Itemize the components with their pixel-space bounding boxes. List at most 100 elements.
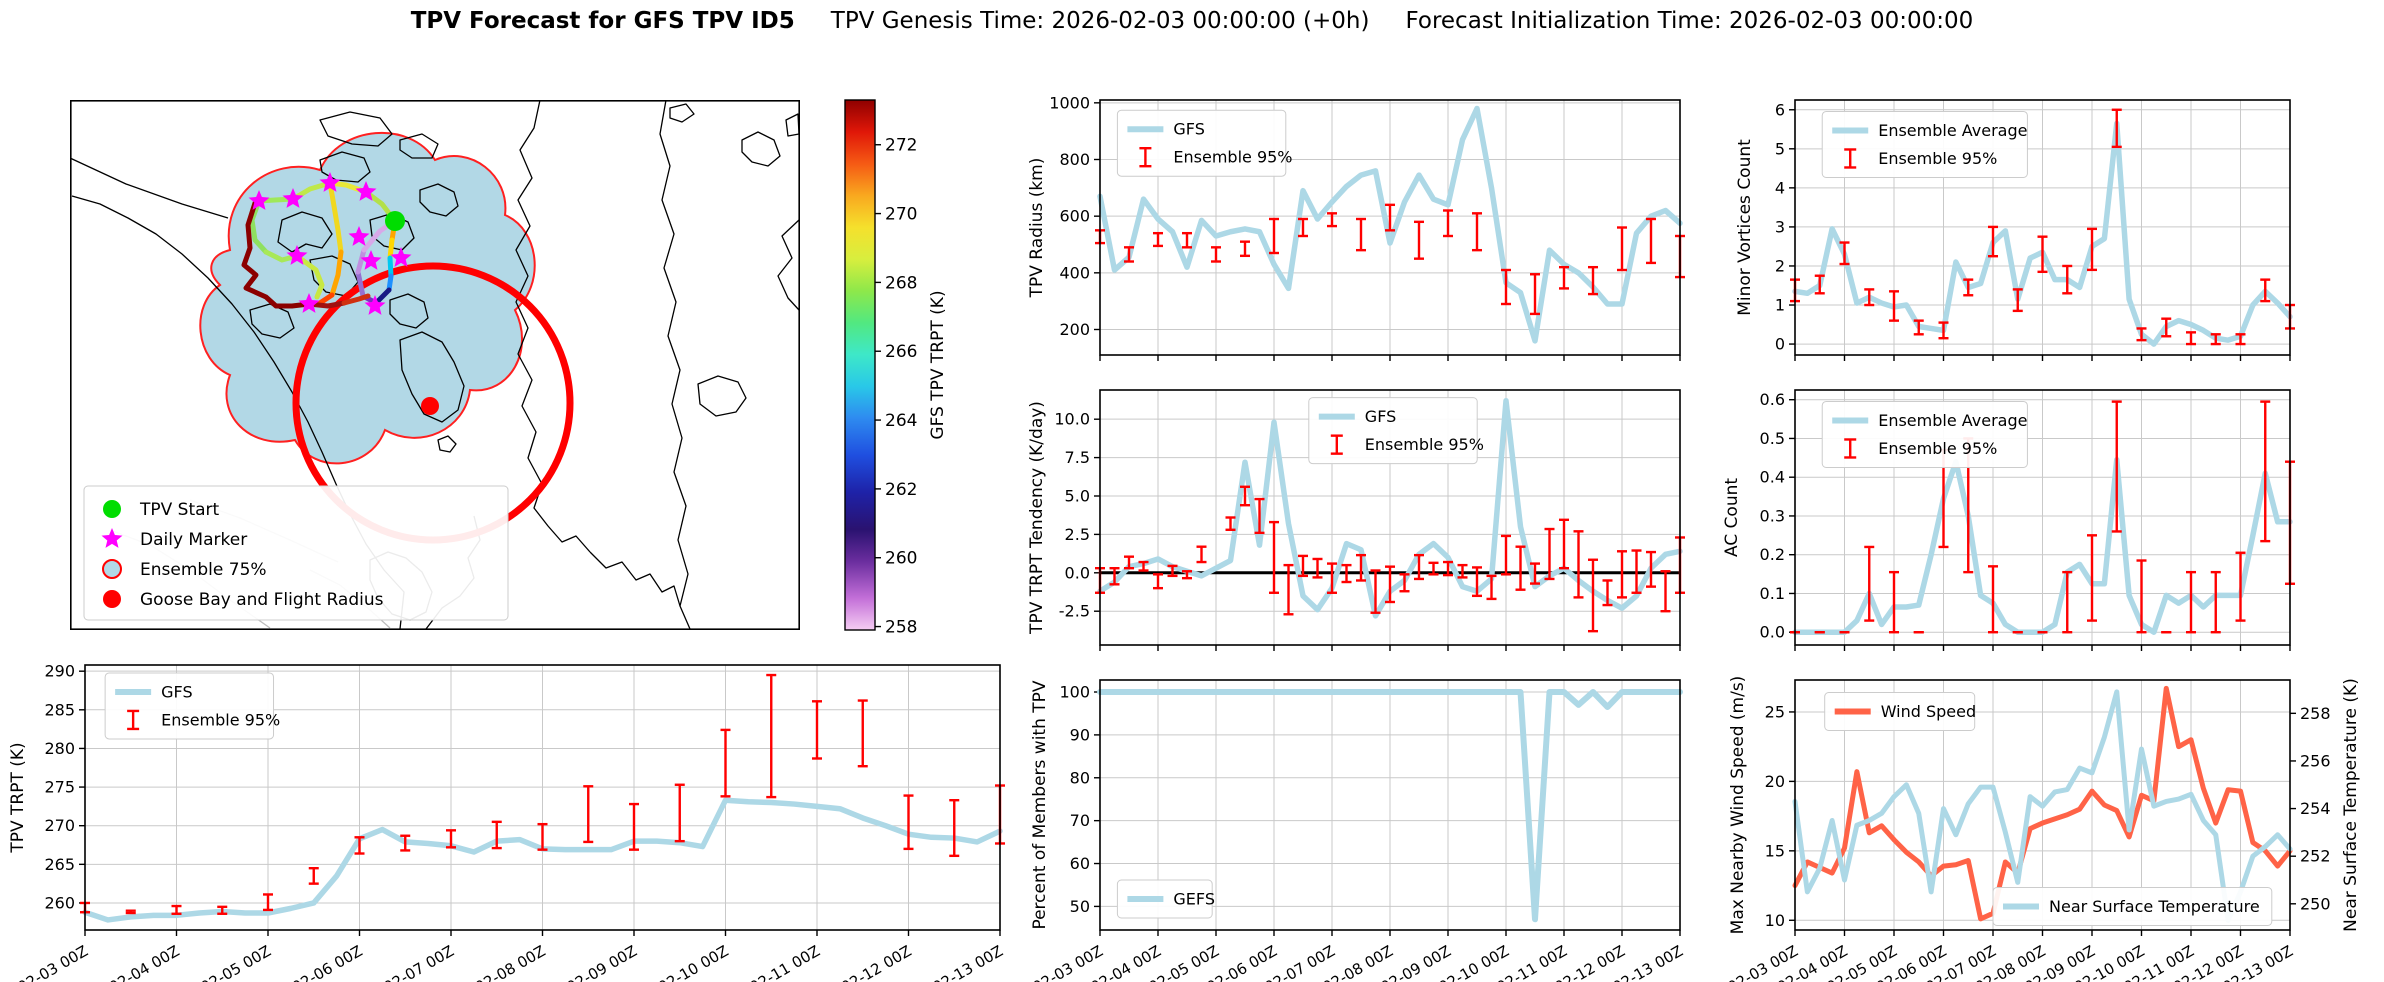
colorbar-tick-label: 266 xyxy=(885,342,917,362)
x-tick-label: 02-12 00Z xyxy=(838,942,914,982)
coastline xyxy=(319,111,393,147)
chart-svg-minor: 0 1 2 3 4 5 6 Minor Vortices Count Ensemble Aver… xyxy=(1735,99,2295,361)
series-gfs xyxy=(1097,105,1683,344)
y-tick-label: 0.3 xyxy=(1760,506,1785,525)
map-svg: TPV Start Daily Marker Ensemble 75% Goose B… xyxy=(69,99,801,631)
y-tick-label: -2.5 xyxy=(1059,602,1090,621)
y-tick-label: 270 xyxy=(44,816,75,835)
y-tick-label: 2.5 xyxy=(1065,525,1090,544)
daily-marker-star xyxy=(390,247,412,267)
y-tick-label: 1 xyxy=(1775,296,1785,315)
tpv-track-segment xyxy=(329,249,344,298)
legend-label: Ensemble 95% xyxy=(1365,435,1484,454)
y-axis-label: TPV TRPT (K) xyxy=(8,742,28,853)
legend-label: Wind Speed xyxy=(1881,702,1976,721)
colorbar-svg: 258 260 262 264 266 268 270 272 GFS TPV TRPT (K) xyxy=(844,99,948,638)
x-tick-label: 02-13 00Z xyxy=(930,942,1006,982)
tpv-start-marker xyxy=(103,500,121,518)
y-axis-label: Percent of Members with TPV xyxy=(1030,680,1050,929)
tpv-track-segment xyxy=(241,200,312,309)
chart-svg-tendency: -2.5 0.0 2.5 5.0 7.5 10.0 TPV TRPT Tendency (K… xyxy=(1027,389,1685,651)
colorbar-tick-label: 258 xyxy=(885,618,917,638)
coastline xyxy=(399,133,439,159)
map-legend-label: TPV Start xyxy=(139,500,220,520)
y-axis-label: TPV TRPT Tendency (K/day) xyxy=(1027,401,1047,635)
coastline xyxy=(669,103,695,123)
y-tick-label: 600 xyxy=(1059,207,1090,226)
daily-marker-star xyxy=(360,250,382,270)
colorbar-tick-label: 270 xyxy=(885,205,917,225)
right-y-tick-label: 250 xyxy=(2300,894,2331,913)
y-tick-label: 0.4 xyxy=(1760,468,1785,487)
daily-marker-star xyxy=(286,245,308,265)
y-tick-label: 2 xyxy=(1775,256,1785,275)
y-tick-label: 7.5 xyxy=(1065,448,1090,467)
y-tick-label: 0.2 xyxy=(1760,545,1785,564)
coastline xyxy=(399,331,465,423)
tpv-start-dot xyxy=(385,211,405,231)
x-tick-label: 02-08 00Z xyxy=(472,942,548,982)
legend-label: GEFS xyxy=(1173,890,1215,909)
x-tick-label: 02-07 00Z xyxy=(381,942,457,982)
y-tick-label: 5.0 xyxy=(1065,486,1090,505)
y-tick-label: 400 xyxy=(1059,263,1090,282)
title-init-time: Forecast Initialization Time: 2026-02-03… xyxy=(1405,8,1974,34)
x-tick-label: 02-06 00Z xyxy=(289,942,365,982)
title-forecast-id: TPV Forecast for GFS TPV ID5 xyxy=(410,8,795,34)
x-tick-label: 02-03 00Z xyxy=(15,942,91,982)
goose-bay-dot xyxy=(421,397,439,415)
y-tick-label: 70 xyxy=(1070,811,1090,830)
coastline xyxy=(389,293,429,329)
series-wind-speed xyxy=(1792,685,2293,922)
map-legend-label: Goose Bay and Flight Radius xyxy=(140,590,384,610)
chart-tpv-trpt: 02-03 00Z 02-04 00Z 02-05 00Z 02-06 00Z 02-0… xyxy=(8,662,1006,982)
coastline xyxy=(277,211,333,253)
daily-marker-star xyxy=(364,295,386,315)
y-tick-label: 0.1 xyxy=(1760,584,1785,603)
legend-label: Ensemble 95% xyxy=(1878,149,1997,168)
daily-marker-star xyxy=(298,293,320,313)
tpv-track-segment xyxy=(317,292,335,306)
right-y-tick-label: 254 xyxy=(2300,799,2331,818)
tpv-track-segment xyxy=(341,293,371,306)
y-tick-label: 275 xyxy=(44,778,75,797)
y-tick-label: 5 xyxy=(1775,139,1785,158)
map-legend-label: Daily Marker xyxy=(140,530,247,550)
legend-box xyxy=(1824,692,1976,731)
y-tick-label: 290 xyxy=(44,662,75,681)
y-axis-label: TPV Radius (km) xyxy=(1027,158,1047,299)
daily-marker-star xyxy=(282,188,304,208)
daily-marker-star xyxy=(348,226,370,246)
coastline xyxy=(741,131,781,167)
tpv-track-segment xyxy=(263,249,300,263)
coastline xyxy=(697,375,747,417)
legend-box xyxy=(1821,110,2028,178)
chart-svg-trpt: 02-03 00Z 02-04 00Z 02-05 00Z 02-06 00Z 02-0… xyxy=(8,662,1006,982)
y-tick-label: 25 xyxy=(1765,702,1785,721)
ensemble-75-legend-marker xyxy=(102,559,122,579)
coastline xyxy=(515,99,591,553)
y-tick-label: 4 xyxy=(1775,178,1785,197)
tpv-track-segment xyxy=(355,269,366,299)
y-tick-label: 60 xyxy=(1070,854,1090,873)
x-tick-label: 02-05 00Z xyxy=(198,942,274,982)
y-tick-label: 20 xyxy=(1765,772,1785,791)
coastline xyxy=(419,183,459,217)
y-tick-label: 3 xyxy=(1775,217,1785,236)
coastline xyxy=(777,219,800,311)
legend-label: Ensemble 95% xyxy=(1878,439,1997,458)
colorbar-tick-label: 262 xyxy=(885,480,917,500)
y-tick-label: 265 xyxy=(44,855,75,874)
goose-bay-and-flight-radius-marker xyxy=(103,590,121,608)
y-tick-label: 15 xyxy=(1765,841,1785,860)
right-y-tick-label: 258 xyxy=(2300,704,2331,723)
chart-tpv-radius: 200 400 600 800 1000 TPV Radius (km) GFS Ensemb… xyxy=(1027,93,1685,361)
title-genesis-time: TPV Genesis Time: 2026-02-03 00:00:00 (+… xyxy=(830,8,1370,34)
legend-box xyxy=(1821,400,2028,468)
y-tick-label: 0.5 xyxy=(1760,429,1785,448)
y-tick-label: 0 xyxy=(1775,335,1785,354)
y-tick-label: 100 xyxy=(1059,683,1090,702)
y-axis-label: Minor Vortices Count xyxy=(1735,139,1755,316)
colorbar-tick-label: 264 xyxy=(885,411,917,431)
